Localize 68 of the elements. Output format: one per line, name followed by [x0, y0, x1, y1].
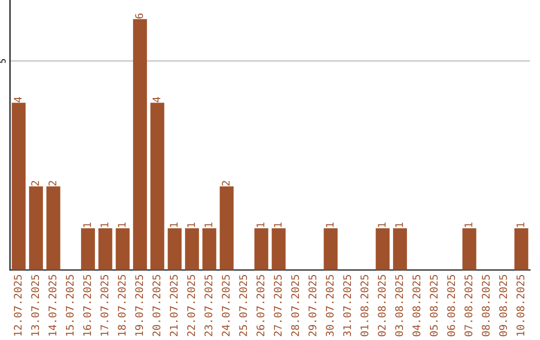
data-label: 4 [152, 96, 160, 102]
bar [150, 102, 164, 270]
data-label: 1 [83, 222, 91, 227]
data-label: 1 [464, 222, 472, 227]
bar [202, 228, 216, 270]
x-tick-label: 18.07.2025 [118, 275, 126, 336]
data-label: 1 [378, 222, 386, 227]
bar [220, 186, 234, 270]
data-label: 4 [14, 96, 22, 102]
data-label: 2 [48, 181, 56, 186]
x-tick-label: 05.08.2025 [430, 275, 438, 336]
x-tick-label: 30.07.2025 [326, 275, 334, 336]
data-label: 1 [170, 222, 178, 227]
x-tick-label: 23.07.2025 [204, 275, 212, 336]
x-tick-label: 16.07.2025 [83, 275, 92, 336]
data-label: 1 [100, 222, 108, 227]
x-tick-label: 04.08.2025 [412, 275, 420, 336]
x-tick-label: 06.08.2025 [447, 275, 456, 336]
bar [185, 228, 199, 270]
x-tick-label: 01.08.2025 [360, 275, 368, 336]
x-tick-label: 25.07.2025 [239, 275, 248, 336]
bar [393, 228, 407, 270]
data-label: 1 [187, 222, 195, 227]
x-tick-label: 12.07.2025 [14, 275, 22, 336]
x-tick-label: 03.08.2025 [395, 275, 404, 336]
bar [324, 228, 338, 270]
data-label: 6 [135, 14, 144, 18]
x-tick-label: 26.07.2025 [256, 275, 264, 336]
x-tick-label: 28.07.2025 [291, 275, 300, 336]
data-label: 1 [204, 222, 212, 227]
x-tick-label: 27.07.2025 [274, 275, 282, 336]
x-tick-label: 20.07.2025 [152, 275, 160, 336]
x-tick-label: 19.07.2025 [135, 275, 144, 336]
x-tick-label: 08.08.2025 [482, 275, 490, 336]
x-tick-label: 31.07.2025 [343, 275, 352, 336]
data-label: 1 [516, 222, 524, 227]
bar [81, 228, 95, 270]
bar [168, 228, 182, 270]
data-label: 2 [31, 181, 39, 186]
bar [29, 186, 43, 270]
x-tick-label: 10.08.2025 [516, 275, 524, 336]
x-tick-label: 15.07.2025 [66, 275, 74, 336]
x-tick-label: 09.08.2025 [499, 275, 508, 336]
x-tick-label: 21.07.2025 [170, 275, 178, 336]
bar [116, 228, 130, 270]
data-label: 1 [326, 222, 334, 227]
x-tick-label: 07.08.2025 [464, 275, 472, 336]
bar [46, 186, 60, 270]
bar [514, 228, 528, 270]
bar [98, 228, 112, 270]
bar [133, 19, 147, 270]
data-label: 1 [274, 222, 282, 227]
data-label: 2 [222, 181, 230, 186]
data-label: 1 [395, 222, 403, 227]
data-label: 1 [118, 222, 126, 227]
bar [12, 102, 26, 270]
bar [462, 228, 476, 270]
data-label: 1 [256, 222, 264, 227]
x-tick-label: 13.07.2025 [31, 275, 40, 336]
bar [376, 228, 390, 270]
x-tick-label: 24.07.2025 [222, 275, 230, 336]
x-tick-label: 02.08.2025 [378, 275, 386, 336]
x-tick-label: 17.07.2025 [100, 275, 108, 336]
bar [254, 228, 268, 270]
bar [272, 228, 286, 270]
x-tick-label: 14.07.2025 [48, 275, 56, 336]
x-tick-label: 22.07.2025 [187, 275, 196, 336]
x-tick-label: 29.07.2025 [308, 275, 316, 336]
